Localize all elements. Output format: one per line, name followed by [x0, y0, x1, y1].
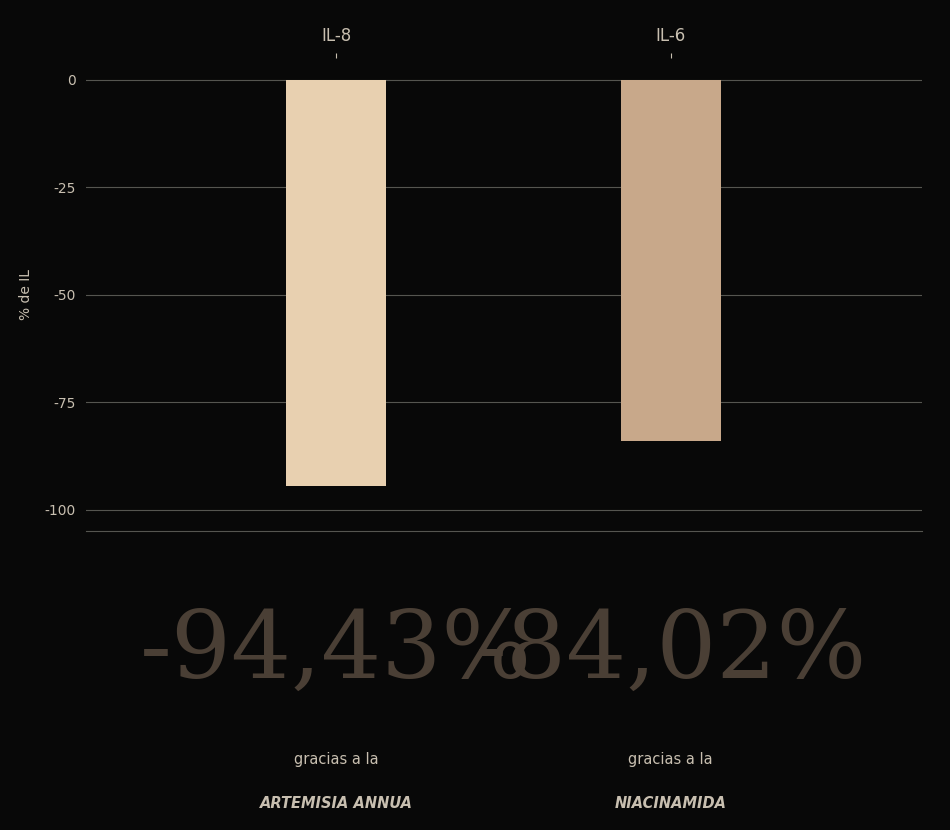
Y-axis label: % de IL: % de IL: [19, 269, 33, 320]
Text: gracias a la: gracias a la: [294, 752, 379, 767]
Text: ARTEMISIA ANNUA: ARTEMISIA ANNUA: [259, 796, 413, 811]
Text: -84,02%: -84,02%: [474, 607, 867, 696]
Bar: [620, 80, 721, 441]
Bar: [286, 80, 387, 486]
Text: gracias a la: gracias a la: [628, 752, 713, 767]
Text: NIACINAMIDA: NIACINAMIDA: [615, 796, 727, 811]
Text: -94,43%: -94,43%: [141, 607, 532, 696]
